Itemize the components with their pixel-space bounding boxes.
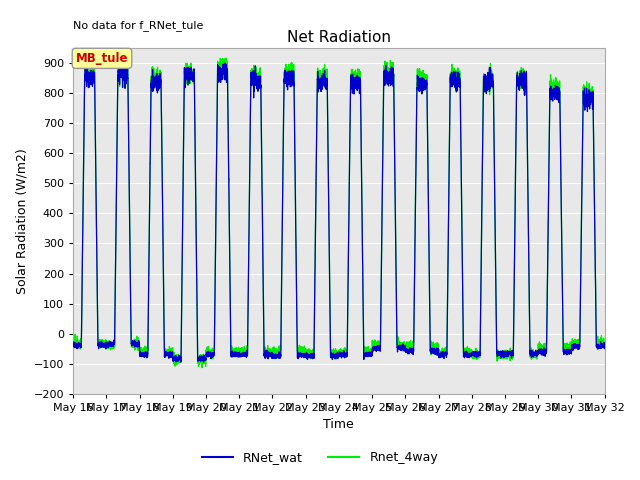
Title: Net Radiation: Net Radiation — [287, 30, 391, 46]
Text: MB_tule: MB_tule — [76, 52, 128, 65]
X-axis label: Time: Time — [323, 419, 354, 432]
Y-axis label: Solar Radiation (W/m2): Solar Radiation (W/m2) — [15, 148, 28, 294]
Text: No data for f_RNet_tule: No data for f_RNet_tule — [73, 20, 204, 31]
Legend: RNet_wat, Rnet_4way: RNet_wat, Rnet_4way — [197, 446, 443, 469]
